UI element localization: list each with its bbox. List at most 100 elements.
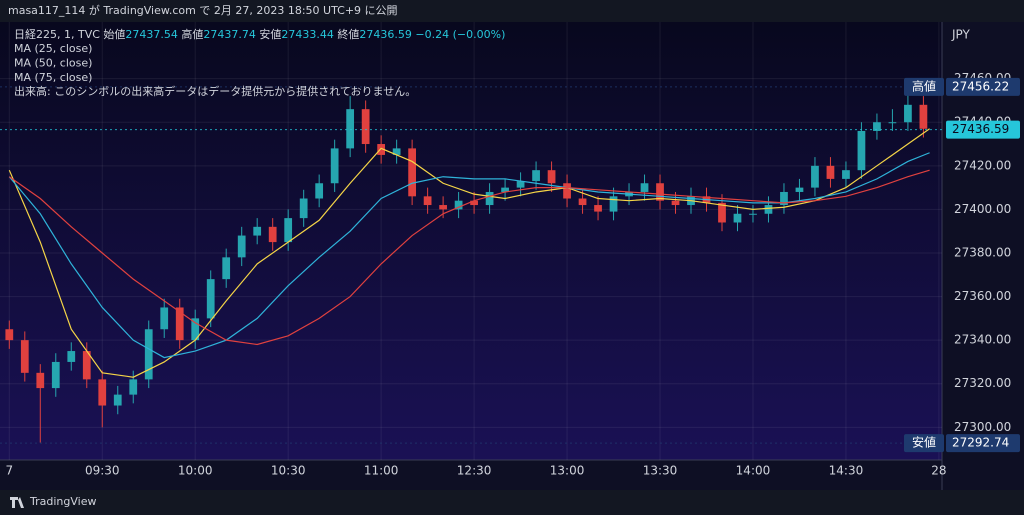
x-tick-label: 7 [5, 464, 13, 478]
candle-body [175, 307, 184, 341]
candle-body [718, 202, 726, 223]
candle-body [377, 144, 386, 155]
candle-body [764, 205, 773, 214]
candle-body [842, 170, 850, 179]
price-box [946, 77, 1020, 96]
candle-body [640, 183, 649, 192]
candle-body [904, 104, 912, 123]
change: −0.24 (−0.00%) [415, 28, 505, 41]
y-tick-label: 27360.00 [954, 289, 1011, 303]
candle-body [888, 122, 897, 124]
x-tick-label: 28 [931, 464, 946, 478]
x-tick-label: 10:00 [178, 464, 213, 478]
x-tick-label: 14:00 [736, 464, 771, 478]
x-tick-label: 14:30 [829, 464, 864, 478]
candle-body [516, 181, 525, 188]
candle-body [330, 148, 339, 184]
y-tick-label: 27400.00 [954, 202, 1011, 216]
top-bar [0, 0, 1024, 22]
candle-body [222, 257, 231, 280]
candle-body [408, 148, 416, 197]
candle-body [563, 183, 571, 199]
brand-name: TradingView [29, 495, 96, 508]
time-axis [0, 460, 1024, 490]
x-tick-label: 13:30 [643, 464, 678, 478]
candle-body [315, 183, 324, 199]
ma-line [8, 169, 930, 346]
ma-line [8, 128, 930, 378]
ohlc-value: 27437.74 [203, 28, 256, 41]
price-tag [904, 77, 944, 96]
candle-body [749, 213, 757, 215]
candle-body [780, 191, 788, 206]
x-tick-label: 11:00 [364, 464, 399, 478]
x-tick-label: 13:00 [550, 464, 585, 478]
candle-body [454, 200, 463, 210]
candle-body [671, 200, 680, 206]
ohlc-value: 27436.59 [359, 28, 412, 41]
candle-body [206, 279, 215, 319]
plot [0, 22, 942, 460]
candle-body [82, 351, 91, 380]
candle-body [237, 235, 246, 258]
candle-body [5, 329, 14, 341]
publisher: masa117_114 が TradingView.com で 2月 27, 2… [8, 3, 398, 17]
ohlc-label: 安値 [259, 27, 281, 41]
candle-body [268, 226, 277, 243]
candle-body [36, 372, 45, 389]
candle-body [501, 187, 509, 192]
symbol: 日経225, 1, TVC [14, 28, 100, 41]
candle-body [191, 318, 200, 341]
candle-body [98, 379, 107, 406]
candle-body [299, 198, 308, 219]
candle-body [51, 361, 60, 389]
logo [10, 497, 24, 508]
price-value: 27436.59 [952, 122, 1009, 136]
price-value: 27292.74 [952, 436, 1009, 450]
price-tag-label: 高値 [912, 78, 936, 93]
candle-body [656, 183, 664, 201]
y-tick-label: 27340.00 [954, 333, 1011, 347]
price-box [946, 120, 1020, 139]
y-tick-label: 27300.00 [954, 420, 1011, 434]
y-tick-label: 27420.00 [954, 158, 1011, 172]
ohlc-value: 27433.44 [281, 28, 334, 41]
candle-body [733, 213, 742, 223]
candle-body [532, 170, 540, 182]
ohlc-label: 終値 [337, 27, 359, 41]
candle-body [578, 198, 587, 206]
x-tick-label: 10:30 [271, 464, 306, 478]
candle-body [470, 200, 478, 206]
candle-body [485, 191, 494, 206]
candle-body [423, 196, 432, 206]
price-box [946, 434, 1020, 453]
brand: TradingView [10, 495, 96, 508]
footer [0, 490, 1024, 515]
candle-body [857, 130, 866, 171]
candle-body [20, 340, 29, 373]
legend-entry: MA (50, close) [14, 57, 92, 70]
y-tick-label: 27320.00 [954, 376, 1011, 390]
candle-body [253, 226, 262, 236]
candle-body [129, 379, 138, 395]
candle-body [67, 351, 76, 362]
legend-entry: MA (25, close) [14, 42, 92, 55]
candle-body [439, 205, 447, 210]
price-value: 27456.22 [952, 79, 1009, 93]
legend-line: 日経225, 1, TVC 始値27437.54 高値27437.74 安値27… [14, 27, 505, 41]
candle-body [284, 218, 293, 243]
candle-body [873, 122, 881, 131]
legend-entry: MA (75, close) [14, 71, 92, 84]
candle-body [113, 394, 122, 406]
price-tag-label: 安値 [912, 435, 936, 450]
candle-body [594, 205, 602, 212]
plot-area [0, 22, 942, 460]
candle-body [346, 109, 355, 149]
candle-body [361, 109, 370, 145]
candle-body [392, 148, 401, 155]
ohlc-label: 始値 [103, 27, 125, 41]
x-tick-label: 09:30 [85, 464, 120, 478]
candle-body [144, 329, 153, 380]
